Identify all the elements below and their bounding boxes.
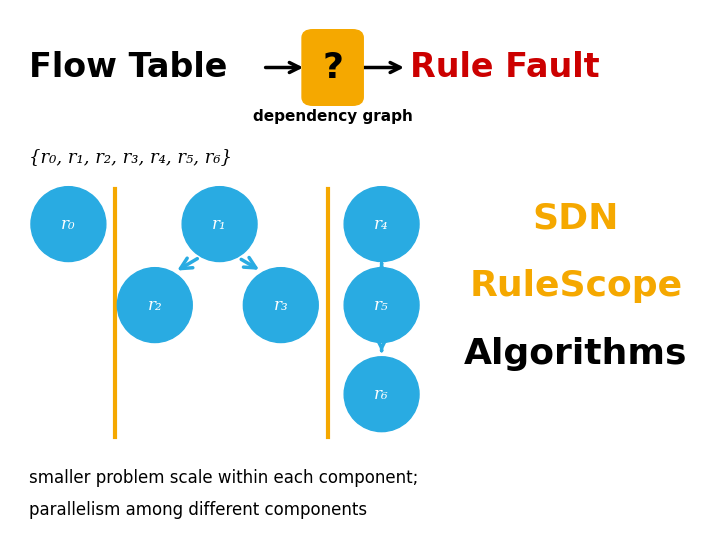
Text: SDN: SDN bbox=[533, 202, 619, 235]
Text: r₃: r₃ bbox=[274, 296, 288, 314]
Text: smaller problem scale within each component;: smaller problem scale within each compon… bbox=[29, 469, 418, 487]
Text: Flow Table: Flow Table bbox=[29, 51, 228, 84]
Text: r₅: r₅ bbox=[374, 296, 389, 314]
Text: Rule Fault: Rule Fault bbox=[410, 51, 600, 84]
Text: {r₀, r₁, r₂, r₃, r₄, r₅, r₆}: {r₀, r₁, r₂, r₃, r₄, r₅, r₆} bbox=[29, 147, 232, 166]
Ellipse shape bbox=[182, 187, 257, 261]
Text: r₆: r₆ bbox=[374, 386, 389, 403]
Ellipse shape bbox=[117, 268, 192, 342]
Text: RuleScope: RuleScope bbox=[469, 269, 683, 303]
Ellipse shape bbox=[344, 187, 419, 261]
Text: r₂: r₂ bbox=[148, 296, 162, 314]
Text: dependency graph: dependency graph bbox=[253, 109, 413, 124]
Ellipse shape bbox=[31, 187, 106, 261]
Ellipse shape bbox=[344, 268, 419, 342]
Ellipse shape bbox=[243, 268, 318, 342]
Text: r₁: r₁ bbox=[212, 215, 227, 233]
FancyBboxPatch shape bbox=[302, 30, 363, 105]
Text: parallelism among different components: parallelism among different components bbox=[29, 501, 367, 519]
Text: ?: ? bbox=[322, 51, 343, 84]
Text: r₀: r₀ bbox=[61, 215, 76, 233]
Text: Algorithms: Algorithms bbox=[464, 337, 688, 370]
Text: r₄: r₄ bbox=[374, 215, 389, 233]
Ellipse shape bbox=[344, 357, 419, 431]
